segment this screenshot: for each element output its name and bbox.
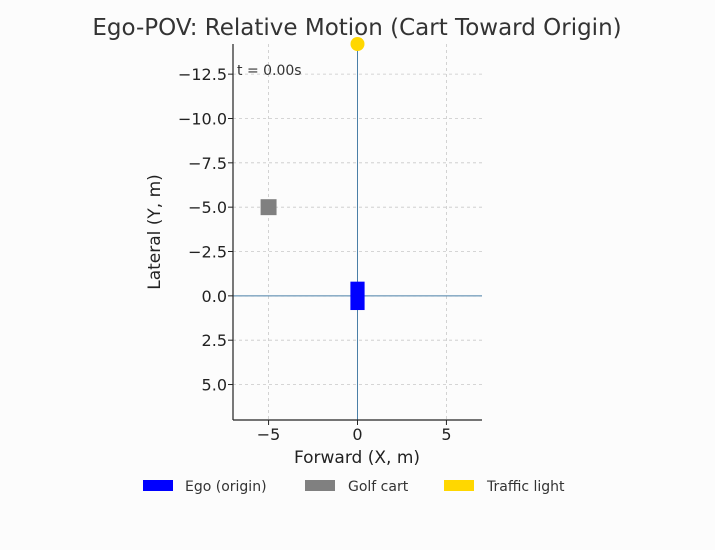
legend-label-traffic-light: Traffic light	[486, 479, 565, 495]
y-axis-label: Lateral (Y, m)	[145, 174, 165, 290]
data-mark-ego	[350, 281, 365, 311]
axes	[228, 44, 482, 425]
x-tick-label: 0	[352, 425, 362, 444]
data-mark-traffic-light	[350, 37, 365, 51]
crosshair	[233, 44, 482, 420]
legend-label-golf-cart: Golf cart	[348, 479, 409, 495]
y-tick-label: 2.5	[202, 331, 227, 350]
y-tick-label: −2.5	[188, 243, 227, 262]
time-annotation: t = 0.00s	[237, 63, 302, 79]
legend: Ego (origin) Golf cart Traffic light	[143, 479, 565, 495]
y-tick-label: 5.0	[202, 376, 227, 395]
y-tick-label: 0.0	[202, 287, 227, 306]
y-tick-label: −5.0	[188, 198, 227, 217]
legend-swatch-ego	[143, 480, 173, 491]
legend-swatch-golf-cart	[305, 480, 335, 491]
legend-swatch-traffic-light	[444, 480, 474, 491]
x-tick-label: −5	[257, 425, 281, 444]
y-tick-label: −10.0	[178, 109, 227, 128]
data-mark-golf-cart	[260, 199, 277, 216]
legend-label-ego: Ego (origin)	[185, 479, 267, 495]
chart-title: Ego-POV: Relative Motion (Cart Toward Or…	[92, 15, 621, 41]
y-tick-label: −7.5	[188, 154, 227, 173]
x-axis-label: Forward (X, m)	[294, 448, 420, 468]
tick-labels: −5 0 5 −12.5 −10.0 −7.5 −5.0 −2.5 0.0 2.5 5.0	[178, 65, 452, 444]
x-tick-label: 5	[441, 425, 451, 444]
y-tick-label: −12.5	[178, 65, 227, 84]
data-marks	[260, 37, 365, 311]
